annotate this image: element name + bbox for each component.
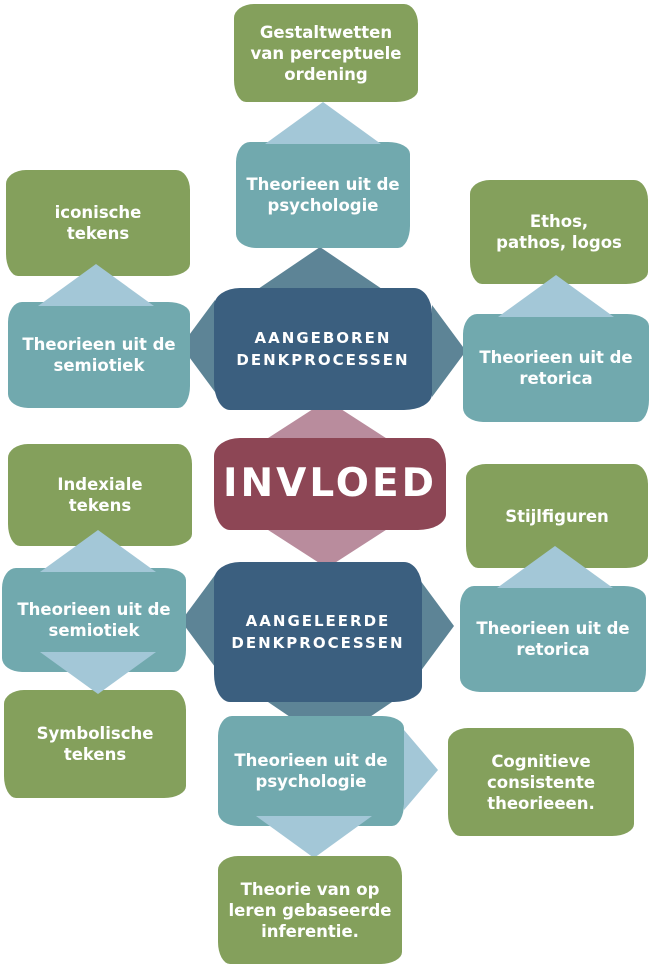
node-indexical-signs: Indexiale tekens xyxy=(8,444,192,546)
node-cognitive-consistency: Cognitieve consistente theorieeen. xyxy=(448,728,634,836)
node-innate-psychology: Theorieen uit de psychologie xyxy=(236,142,410,248)
chevron-up-icon xyxy=(40,530,156,572)
node-gestalt-laws: Gestaltwetten van perceptuele ordening xyxy=(234,4,418,102)
chevron-right-icon xyxy=(420,580,454,672)
chevron-right-icon xyxy=(404,730,438,810)
node-innate-semiotics: Theorieen uit de semiotiek xyxy=(8,302,190,408)
chevron-left-icon xyxy=(181,575,215,667)
node-learned-psychology: Theorieen uit de psychologie xyxy=(218,716,404,826)
chevron-up-icon xyxy=(258,247,382,289)
chevron-up-icon xyxy=(497,546,613,588)
chevron-up-icon xyxy=(38,264,154,306)
node-ethos-pathos-logos: Ethos, pathos, logos xyxy=(470,180,648,284)
node-influence: INVLOED xyxy=(214,438,446,530)
node-symbolic-signs: Symbolische tekens xyxy=(4,690,186,798)
chevron-up-icon xyxy=(265,102,381,144)
node-learned-rhetoric: Theorieen uit de retorica xyxy=(460,586,646,692)
node-innate-rhetoric: Theorieen uit de retorica xyxy=(463,314,649,422)
chevron-right-icon xyxy=(432,305,466,397)
node-innate-thought-processes: AANGEBOREN DENKPROCESSEN xyxy=(214,288,432,410)
chevron-down-icon xyxy=(265,528,389,568)
chevron-down-icon xyxy=(40,652,156,694)
node-learning-based-inference: Theorie van op leren gebaseerde inferent… xyxy=(218,856,402,964)
chevron-up-icon xyxy=(498,275,614,317)
node-iconic-signs: iconische tekens xyxy=(6,170,190,276)
node-learned-thought-processes: AANGELEERDE DENKPROCESSEN xyxy=(214,562,422,702)
chevron-down-icon xyxy=(256,816,372,858)
